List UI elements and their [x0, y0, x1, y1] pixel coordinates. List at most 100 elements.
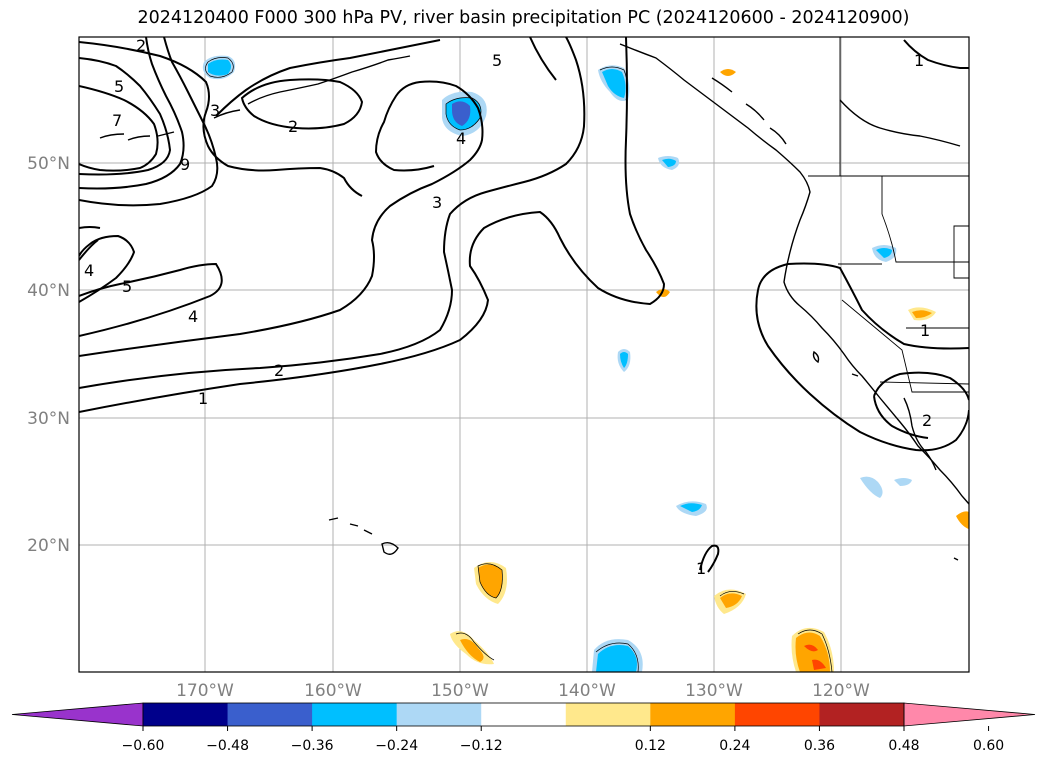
contour-label: 4	[84, 261, 94, 280]
contour-label: 2	[922, 411, 932, 430]
lon-label: 130°W	[685, 681, 743, 701]
pv-contour-3-north	[79, 41, 363, 197]
pv-contour-2-south	[79, 37, 586, 389]
baja-california	[903, 397, 937, 471]
longitude-labels: 170°W 160°W 150°W 140°W 130°W 120°W	[176, 681, 870, 701]
colorbar-tick-label: 0.60	[973, 738, 1004, 754]
contour-label: 2	[136, 36, 146, 55]
contour-label: 5	[492, 51, 502, 70]
pv-contour-4-west	[79, 262, 223, 337]
colorbar	[11, 702, 1036, 727]
political-borders	[808, 37, 969, 393]
pv-contour-7	[79, 37, 185, 190]
north-america-coast	[619, 43, 969, 505]
precip-shading	[202, 55, 969, 672]
precip-blob	[208, 59, 231, 76]
colorbar-tick-label: 0.12	[635, 738, 666, 754]
contour-label: 5	[114, 77, 124, 96]
latitude-labels: 50°N 40°N 30°N 20°N	[27, 154, 70, 556]
precip-blob	[860, 476, 883, 498]
border-states-south	[841, 299, 969, 393]
precip-blob	[804, 644, 818, 652]
lat-label: 50°N	[27, 154, 70, 174]
pv-contour-3	[79, 80, 484, 357]
precip-blob	[662, 158, 676, 167]
contour-label: 9	[180, 155, 190, 174]
contour-label: 3	[432, 193, 442, 212]
colorbar-ticks: −0.60 −0.48 −0.36 −0.24 −0.12 0.12 0.24 0.36 0.4…	[122, 726, 1004, 754]
coastlines	[99, 43, 969, 561]
alaska-panhandle-islands	[711, 77, 787, 145]
aleutian-islands-west	[99, 109, 241, 141]
pv-contour-1-east	[757, 262, 969, 350]
precip-blob	[478, 564, 503, 598]
precip-outlines	[205, 57, 833, 672]
pv-contour-2-north	[215, 39, 441, 117]
colorbar-extend-low	[11, 702, 144, 727]
precip-blob	[720, 593, 742, 608]
lon-label: 150°W	[431, 681, 489, 701]
gridlines	[79, 37, 969, 672]
border-states-north	[881, 176, 969, 263]
contour-label: 1	[198, 389, 208, 408]
contour-label: 2	[274, 361, 284, 380]
lon-label: 140°W	[558, 681, 616, 701]
contour-label: 7	[112, 111, 122, 130]
contour-label: 4	[456, 129, 466, 148]
colorbar-swatch	[481, 703, 567, 726]
lat-label: 30°N	[27, 409, 70, 429]
canada-detail	[839, 99, 961, 147]
pv-contours	[79, 37, 969, 573]
pv-contour-5-north	[529, 37, 557, 81]
pv-contour-8	[79, 57, 172, 176]
lon-label: 120°W	[812, 681, 870, 701]
colorbar-tick-label: −0.12	[460, 738, 503, 754]
colorbar-swatch	[565, 703, 651, 726]
pv-contour-2-east	[873, 371, 969, 439]
pv-contour-west-edge	[79, 226, 101, 261]
hawaiian-islands	[328, 517, 399, 555]
colorbar-swatch	[396, 703, 482, 726]
precip-blob	[894, 478, 912, 486]
contour-label: 4	[188, 307, 198, 326]
colorbar-swatch	[143, 703, 229, 726]
lon-label: 160°W	[304, 681, 362, 701]
pv-contour-9	[79, 85, 159, 172]
lon-label: 170°W	[176, 681, 234, 701]
contour-label: 1	[696, 559, 706, 578]
colorbar-tick-label: −0.48	[206, 738, 249, 754]
precip-blob	[720, 69, 736, 76]
pv-contour-1-south	[79, 37, 666, 413]
lat-label: 20°N	[27, 536, 70, 556]
pv-contour-1-northeast	[903, 39, 969, 69]
map-area	[79, 37, 969, 672]
colorbar-tick-label: 0.36	[804, 738, 835, 754]
pv-contour-6	[79, 37, 219, 207]
border-us-mexico	[879, 381, 969, 385]
colorbar-tick-label: −0.36	[291, 738, 334, 754]
small-islands	[812, 350, 959, 561]
colorbar-swatch	[650, 703, 736, 726]
pv-contour-1-small	[699, 544, 720, 573]
colorbar-tick-label: 0.24	[719, 738, 750, 754]
colorbar-swatch	[734, 703, 820, 726]
precip-blob	[452, 101, 471, 126]
precip-blob	[596, 645, 637, 672]
precip-blob	[602, 69, 626, 98]
precip-blob	[460, 639, 484, 662]
colorbar-tick-label: −0.24	[375, 738, 418, 754]
map-frame	[78, 36, 970, 673]
precip-blob	[795, 632, 830, 672]
contour-label: 2	[288, 117, 298, 136]
pv-contour-labels: 2 5 7 9 3 2 4 5 4 3 2 1 5 4 1 1 1 2	[84, 36, 932, 578]
precip-blob	[876, 248, 892, 258]
lat-label: 40°N	[27, 281, 70, 301]
precip-blob	[812, 659, 826, 670]
colorbar-swatch	[312, 703, 398, 726]
precip-blob	[912, 310, 932, 318]
precip-blob	[956, 511, 969, 530]
aleutian-islands	[247, 55, 411, 105]
colorbar-frame	[142, 702, 905, 727]
pv-contour-2-closed	[240, 78, 364, 130]
